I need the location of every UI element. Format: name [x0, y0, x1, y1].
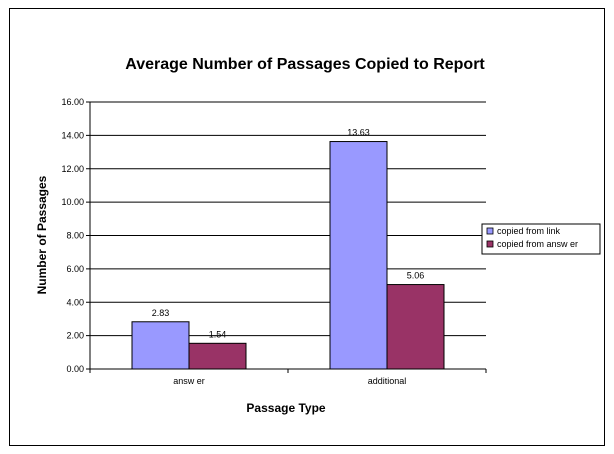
legend-swatch: [486, 240, 494, 248]
y-tick-label: 6.00: [66, 264, 84, 274]
bar: [131, 321, 190, 370]
y-axis-ticks: 0.00 2.00 4.00 6.00 8.00 10.00 12.00 14.00 16.00: [61, 97, 90, 374]
data-label: 5.06: [407, 271, 425, 281]
data-label: 13.63: [347, 128, 370, 138]
y-tick-label: 4.00: [66, 297, 84, 307]
y-tick-label: 14.00: [61, 130, 84, 140]
y-tick-label: 2.00: [66, 331, 84, 341]
y-tick-label: 12.00: [61, 164, 84, 174]
x-axis-ticks: answ er additional: [89, 369, 487, 386]
legend-label: copied from answ er: [497, 239, 578, 249]
x-tick-label: additional: [368, 376, 407, 386]
y-tick-label: 16.00: [61, 97, 84, 107]
data-labels: 2.83 1.54 13.63 5.06: [152, 128, 425, 340]
legend: copied from link copied from answ er: [486, 226, 578, 249]
legend-box: [481, 223, 601, 255]
data-label: 2.83: [152, 308, 170, 318]
y-axis-title: Number of Passages: [35, 175, 49, 294]
bar: [386, 284, 445, 370]
x-tick-label: answ er: [173, 376, 205, 386]
y-tick-label: 0.00: [66, 364, 84, 374]
bar: [329, 141, 388, 370]
chart-title: Average Number of Passages Copied to Rep…: [125, 56, 485, 73]
y-tick-label: 8.00: [66, 231, 84, 241]
bars: [131, 141, 445, 370]
data-label: 1.54: [209, 329, 227, 339]
bar: [188, 342, 247, 370]
legend-swatch: [486, 227, 494, 235]
x-axis-title: Passage Type: [246, 401, 325, 415]
y-tick-label: 10.00: [61, 197, 84, 207]
legend-label: copied from link: [497, 226, 561, 236]
